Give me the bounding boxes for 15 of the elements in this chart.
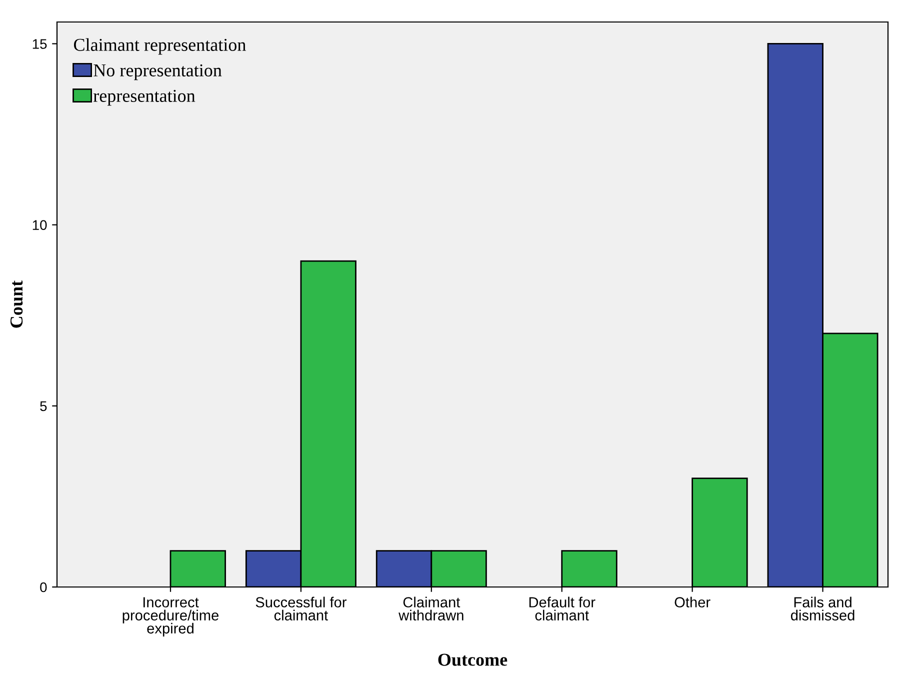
x-tick-label: Incorrect procedure/time expired — [122, 597, 218, 636]
x-tick-label: Successful for claimant — [256, 596, 347, 620]
legend-label: No representation — [94, 64, 222, 80]
y-axis-title: Count — [10, 280, 23, 328]
y-tick-label: 15 — [32, 39, 47, 49]
x-tick-label: Fails and dismissed — [790, 596, 854, 620]
legend-title: Claimant representation — [74, 38, 246, 55]
x-tick-label: Other — [674, 596, 710, 608]
y-tick-label: 5 — [40, 401, 47, 412]
legend-label: representation — [93, 90, 196, 106]
y-tick-label: 10 — [32, 220, 47, 230]
x-axis-title: Outcome — [438, 654, 508, 666]
y-tick-label: 0 — [40, 582, 47, 592]
x-tick-label: Default for claimant — [529, 596, 596, 620]
x-tick-label: Claimant withdrawn — [398, 596, 464, 620]
